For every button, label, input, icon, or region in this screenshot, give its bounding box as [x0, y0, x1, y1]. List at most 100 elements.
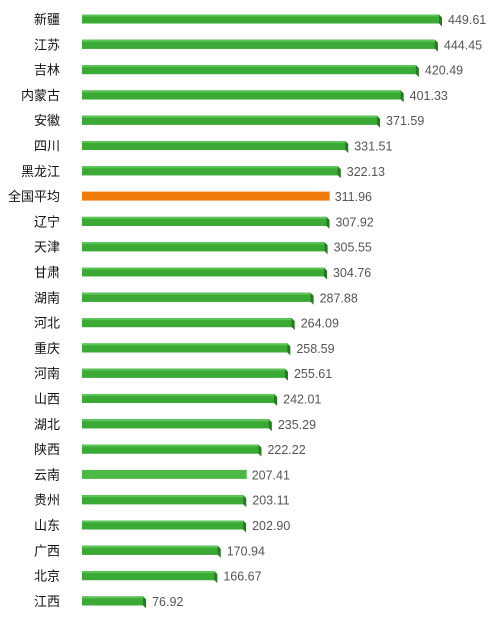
bar-highlight	[82, 115, 378, 118]
bar-highlight	[82, 444, 259, 447]
bar	[82, 596, 144, 606]
bar	[82, 292, 311, 302]
bar-row: 湖北 235.29	[34, 418, 316, 433]
bar-highlight	[82, 520, 244, 523]
category-label: 陕西	[34, 443, 60, 458]
bar-highlight	[82, 166, 338, 169]
category-label: 云南	[34, 467, 60, 483]
category-label: 天津	[34, 241, 60, 256]
value-label: 166.67	[223, 570, 261, 584]
bar-row: 河北 264.09	[34, 317, 339, 332]
category-label: 黑龙江	[21, 165, 60, 180]
bar-highlight	[82, 39, 435, 42]
bar	[82, 444, 259, 454]
bar	[82, 368, 285, 378]
value-label: 401.33	[410, 89, 448, 103]
value-label: 311.96	[335, 190, 372, 204]
bar-row: 四川 331.51	[34, 140, 393, 155]
value-label: 258.59	[296, 342, 334, 356]
bar-highlight	[82, 343, 288, 346]
bar-highlight	[82, 495, 244, 498]
bar-highlight	[82, 292, 311, 295]
bar	[82, 571, 215, 581]
bar	[82, 545, 218, 555]
category-label: 全国平均	[8, 189, 60, 205]
category-label: 河南	[34, 366, 60, 382]
bar-highlight	[82, 267, 324, 270]
bar-highlight	[82, 216, 327, 219]
value-label: 207.41	[252, 468, 290, 482]
bar-row: 黑龙江 322.13	[21, 165, 385, 180]
category-label: 河北	[34, 317, 60, 332]
bar	[82, 14, 439, 24]
value-label: 420.49	[425, 64, 463, 78]
category-label: 江苏	[34, 37, 60, 53]
bar-highlight	[82, 419, 269, 422]
bar-row: 内蒙古 401.33	[21, 88, 448, 104]
bar-row: 安徽 371.59	[34, 114, 424, 129]
bar	[82, 495, 244, 505]
bar-row: 天津 305.55	[34, 241, 372, 256]
value-label: 444.45	[444, 38, 482, 52]
category-label: 甘肃	[34, 266, 60, 281]
bar	[82, 65, 416, 75]
bar	[82, 419, 269, 429]
bar-row: 甘肃 304.76	[34, 266, 371, 281]
bar-highlight	[82, 141, 346, 143]
bar	[82, 394, 275, 403]
bar-highlight	[82, 571, 215, 574]
value-label: 264.09	[301, 317, 339, 331]
value-label: 76.92	[152, 595, 183, 609]
bar-row: 全国平均 311.96	[8, 189, 372, 205]
bar-row: 新疆 449.61	[34, 12, 486, 28]
bar-row: 陕西 222.22	[34, 443, 306, 458]
bar	[82, 166, 338, 176]
bar-row: 吉林 420.49	[34, 64, 463, 79]
category-label: 辽宁	[34, 214, 60, 230]
category-label: 吉林	[34, 64, 60, 79]
bar	[82, 115, 378, 125]
bar-row: 重庆 258.59	[34, 341, 335, 357]
bar-highlight	[82, 394, 275, 396]
category-label: 山东	[34, 519, 60, 534]
bar-highlight	[82, 242, 325, 245]
value-label: 331.51	[354, 140, 392, 154]
bar	[82, 469, 247, 479]
category-label: 安徽	[34, 114, 60, 129]
value-label: 202.90	[252, 519, 290, 533]
bar	[82, 520, 244, 530]
bar-row: 江苏 444.45	[34, 37, 482, 53]
bar-row: 贵州 203.11	[34, 494, 290, 509]
value-label: 242.01	[283, 393, 321, 407]
bar	[82, 39, 435, 49]
bar-row: 湖南 287.88	[34, 290, 358, 306]
bar	[82, 318, 292, 328]
bar-highlight	[82, 90, 401, 93]
bar-row: 山西 242.01	[34, 393, 321, 408]
category-label: 四川	[34, 140, 60, 155]
value-label: 304.76	[333, 266, 371, 280]
value-label: 255.61	[294, 367, 332, 381]
bar	[82, 141, 346, 150]
bar-row: 广西 170.94	[34, 544, 265, 559]
bar-highlight	[82, 368, 285, 371]
bar-highlight	[82, 318, 292, 321]
value-label: 322.13	[347, 165, 385, 179]
category-label: 北京	[34, 570, 60, 585]
bar-row: 河南 255.61	[34, 366, 332, 382]
bar-highlight	[82, 596, 144, 599]
category-label: 广西	[34, 544, 60, 559]
value-label: 305.55	[334, 241, 372, 255]
bar-row: 北京 166.67	[34, 570, 262, 585]
category-label: 山西	[34, 393, 60, 408]
bar-highlight	[82, 545, 218, 548]
value-label: 287.88	[320, 291, 358, 305]
category-label: 重庆	[34, 341, 60, 357]
value-label: 449.61	[448, 13, 486, 27]
bar	[82, 267, 324, 277]
bar-row: 江西 76.92	[34, 595, 183, 610]
value-label: 371.59	[386, 114, 424, 128]
bar-national-average	[82, 191, 330, 201]
bar-row: 辽宁 307.92	[34, 214, 374, 230]
category-label: 贵州	[34, 494, 60, 509]
